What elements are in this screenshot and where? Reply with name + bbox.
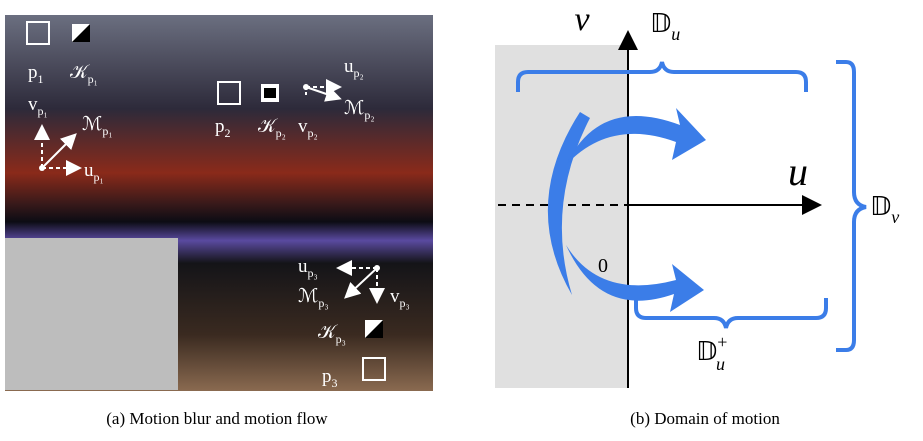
d-v-sub: v bbox=[891, 207, 899, 227]
label-sub: p₁ bbox=[94, 170, 104, 184]
d-u-label: 𝔻u bbox=[650, 9, 680, 44]
v-label: v bbox=[574, 1, 590, 38]
label-base: v bbox=[28, 94, 38, 115]
caption: (b) Domain of motion bbox=[630, 409, 780, 428]
d-u-sub: u bbox=[671, 24, 680, 44]
label-sub: p₃ bbox=[336, 332, 346, 346]
label-base: p bbox=[28, 62, 38, 83]
label-base: ℳ bbox=[298, 286, 318, 307]
label-sub: 3 bbox=[332, 376, 338, 390]
label-base: u bbox=[84, 160, 94, 181]
label-sub: p₃ bbox=[318, 296, 328, 310]
d-u-plus-label: 𝔻+u bbox=[696, 332, 727, 374]
u-label: u bbox=[788, 149, 808, 194]
label-base: p bbox=[215, 116, 225, 137]
label-sub: 1 bbox=[38, 72, 44, 86]
d-u-base: 𝔻 bbox=[650, 9, 671, 38]
label-sub: p₂ bbox=[308, 126, 318, 140]
label-base: ℳ bbox=[344, 98, 364, 119]
d-v-base: 𝔻 bbox=[870, 192, 891, 221]
label-sub: p₂ bbox=[354, 66, 364, 80]
label-base: u bbox=[298, 256, 308, 277]
label-base: v bbox=[298, 116, 308, 137]
panel-b: v u 0 𝔻u 𝔻v 𝔻+u (b) Domain of motion bbox=[495, 1, 899, 428]
label-base: v bbox=[390, 286, 400, 307]
d-u-plus-sup: + bbox=[717, 332, 727, 352]
label-sub: p₂ bbox=[364, 108, 374, 122]
origin-label: 0 bbox=[598, 255, 608, 277]
d-u-plus-sub: u bbox=[716, 354, 725, 374]
label-sub: p₁ bbox=[38, 104, 48, 118]
label-sub: p₁ bbox=[88, 72, 98, 86]
label-sub: p₃ bbox=[308, 266, 318, 280]
d-v-label: 𝔻v bbox=[870, 192, 899, 227]
flow-inset bbox=[5, 238, 178, 390]
caption: (a) Motion blur and motion flow bbox=[106, 409, 328, 428]
label-base: p bbox=[322, 366, 332, 387]
label-sub: p₁ bbox=[102, 124, 112, 138]
d-u-plus-base: 𝔻 bbox=[696, 337, 717, 366]
label-base: u bbox=[344, 56, 354, 77]
label-sub: p₃ bbox=[400, 296, 410, 310]
label-base: ℳ bbox=[82, 114, 102, 135]
label-sub: 2 bbox=[225, 126, 231, 140]
figure: p1𝒦p₁vp₁ℳp₁up₁p2𝒦p₂vp₂up₂ℳp₂up₃ℳp₃vp₃𝒦p₃… bbox=[0, 0, 923, 441]
label-sub: p₂ bbox=[276, 126, 286, 140]
